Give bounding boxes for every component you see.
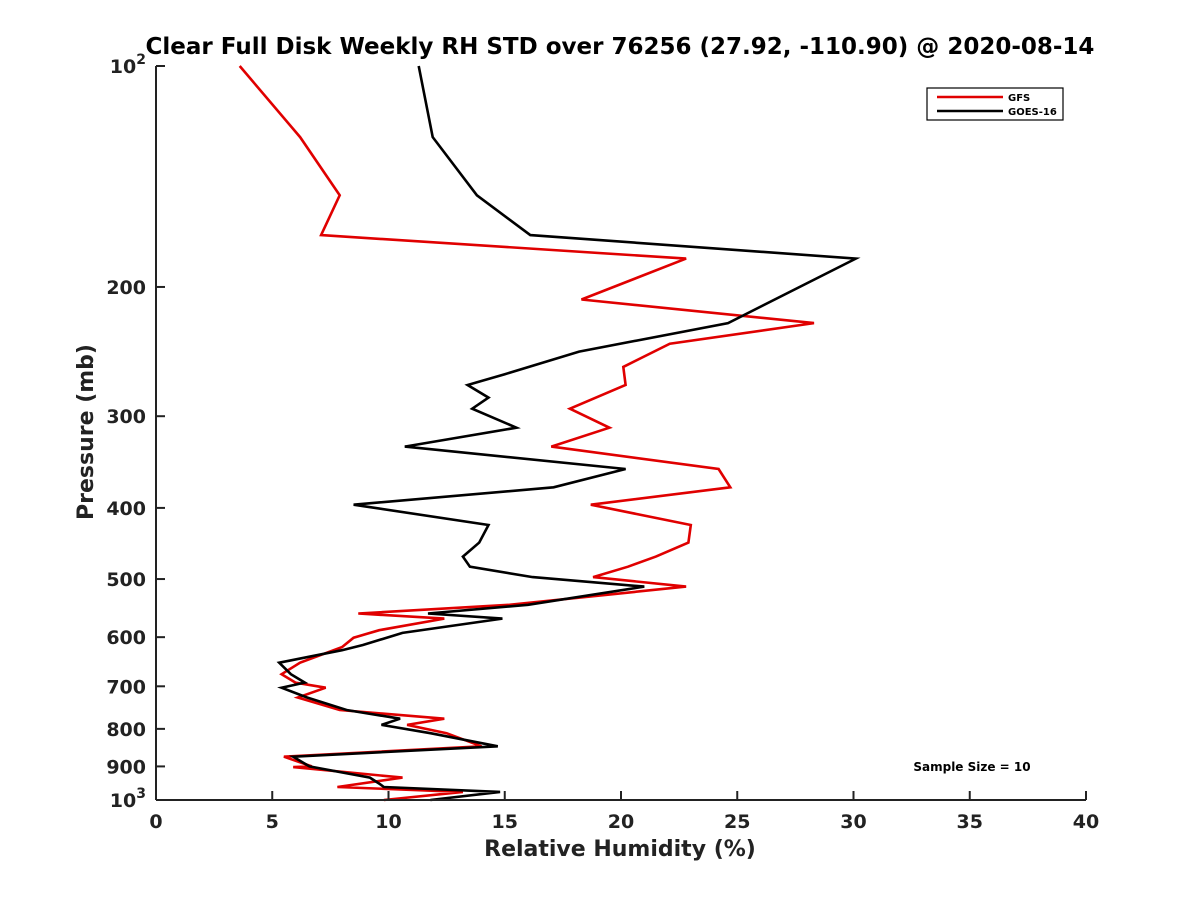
legend: GFS GOES-16 <box>926 87 1064 121</box>
y-tick-label: 600 <box>106 627 146 649</box>
x-tick-label: 25 <box>724 811 750 833</box>
x-tick-label: 0 <box>149 811 162 833</box>
x-tick-label: 35 <box>957 811 983 833</box>
y-tick-label: 900 <box>106 756 146 778</box>
x-tick-label: 15 <box>492 811 518 833</box>
y-tick-label: 102 <box>110 52 146 78</box>
y-axis-label: Pressure (mb) <box>74 344 99 520</box>
x-tick-label: 40 <box>1073 811 1099 833</box>
y-tick-label: 103 <box>110 786 146 812</box>
sample-size-annotation: Sample Size = 10 <box>913 760 1030 774</box>
y-axis-ticks: 102 200 300 400 500 600 700 800 900 103 <box>106 52 165 812</box>
plot-frame <box>156 66 1086 800</box>
x-tick-label: 10 <box>375 811 401 833</box>
legend-label-gfs: GFS <box>1008 93 1030 104</box>
y-tick-label: 700 <box>106 676 146 698</box>
series-line-gfs <box>238 65 815 802</box>
x-tick-label: 30 <box>840 811 866 833</box>
y-tick-label: 400 <box>106 498 146 520</box>
legend-box <box>926 87 1064 121</box>
x-tick-label: 5 <box>266 811 279 833</box>
y-tick-label: 300 <box>106 406 146 428</box>
y-tick-label: 800 <box>106 719 146 741</box>
series-line-goes16 <box>276 65 861 802</box>
x-axis-ticks: 0 5 10 15 20 25 30 35 40 <box>149 791 1099 833</box>
legend-label-goes16: GOES-16 <box>1008 107 1057 118</box>
series-layer <box>238 65 861 802</box>
plot-area: 0 5 10 15 20 25 30 35 40 102 200 300 400 500 600 700 80… <box>106 52 1099 833</box>
chart-title: Clear Full Disk Weekly RH STD over 76256… <box>146 34 1095 60</box>
y-tick-label: 500 <box>106 569 146 591</box>
x-tick-label: 20 <box>608 811 634 833</box>
y-tick-label: 200 <box>106 277 146 299</box>
x-axis-label: Relative Humidity (%) <box>484 837 756 862</box>
